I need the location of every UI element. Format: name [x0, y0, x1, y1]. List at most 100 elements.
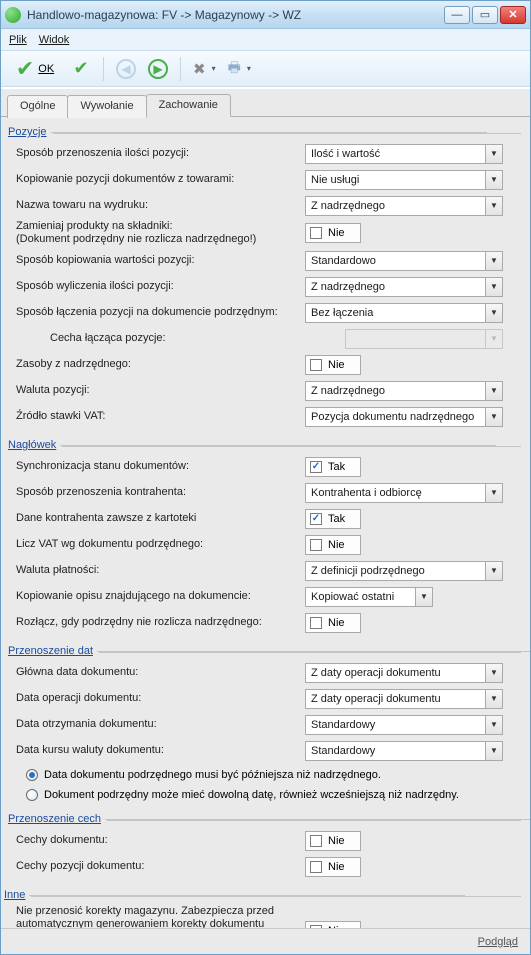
select-sposob-laczenia[interactable]: Bez łączenia▼ — [305, 303, 503, 323]
label-sync-stanu: Synchronizacja stanu dokumentów: — [10, 460, 305, 473]
select-waluta-platnosci[interactable]: Z definicji podrzędnego▼ — [305, 561, 503, 581]
select-data-operacji[interactable]: Z daty operacji dokumentu▼ — [305, 689, 503, 709]
label-glowna-data: Główna data dokumentu: — [10, 666, 305, 679]
titlebar: Handlowo-magazynowa: FV -> Magazynowy ->… — [1, 1, 530, 29]
check-zasoby[interactable]: Nie — [305, 355, 361, 375]
group-cechy-label[interactable]: Przenoszenie cech — [8, 813, 101, 825]
radio-dowolna[interactable]: Dokument podrzędny może mieć dowolną dat… — [10, 785, 521, 805]
close-button[interactable]: ✕ — [500, 6, 526, 24]
radio-icon — [26, 789, 38, 801]
label-sposob-laczenia: Sposób łączenia pozycji na dokumencie po… — [10, 306, 305, 319]
app-icon — [5, 7, 21, 23]
check-cechy-pozycji[interactable]: Nie — [305, 857, 361, 877]
check-inne[interactable]: Nie — [305, 921, 361, 928]
check-licz-vat[interactable]: Nie — [305, 535, 361, 555]
back-button[interactable]: ◀ — [112, 55, 140, 83]
select-glowna-data[interactable]: Z daty operacji dokumentu▼ — [305, 663, 503, 683]
select-zrodlo-vat[interactable]: Pozycja dokumentu nadrzędnego▼ — [305, 407, 503, 427]
label-inne: Nie przenosić korekty magazynu. Zabezpie… — [10, 905, 305, 928]
arrow-left-icon: ◀ — [116, 59, 136, 79]
group-inne-label[interactable]: Inne — [4, 889, 25, 901]
select-sposob-ilosci[interactable]: Ilość i wartość▼ — [305, 144, 503, 164]
select-data-otrzymania[interactable]: Standardowy▼ — [305, 715, 503, 735]
label-waluta-platnosci: Waluta płatności: — [10, 564, 305, 577]
group-daty: Przenoszenie dat Główna data dokumentu: … — [9, 642, 522, 806]
check-zamieniaj[interactable]: Nie — [305, 223, 361, 243]
select-kopiowanie-opisu[interactable]: Kopiować ostatni▼ — [305, 587, 433, 607]
ok-label: OK — [38, 63, 54, 75]
group-pozycje: Pozycje Sposób przenoszenia ilości pozyc… — [9, 123, 522, 432]
select-kopiowanie-pozycji[interactable]: Nie usługi▼ — [305, 170, 503, 190]
group-cechy: Przenoszenie cech Cechy dokumentu: Nie C… — [9, 810, 522, 882]
label-zasoby: Zasoby z nadrzędnego: — [10, 358, 305, 371]
chevron-down-icon: ▾ — [247, 64, 251, 73]
group-daty-label[interactable]: Przenoszenie dat — [8, 645, 93, 657]
print-button[interactable]: 🖶 ▾ — [224, 55, 255, 83]
footer: Podgląd — [1, 928, 530, 954]
select-waluta-pozycji[interactable]: Z nadrzędnego▼ — [305, 381, 503, 401]
ok-button[interactable]: ✔ OK — [7, 55, 63, 83]
app-window: Handlowo-magazynowa: FV -> Magazynowy ->… — [0, 0, 531, 955]
tab-content: Pozycje Sposób przenoszenia ilości pozyc… — [1, 116, 530, 928]
check-sync-stanu[interactable]: Tak — [305, 457, 361, 477]
apply-button[interactable]: ✔ — [67, 55, 95, 83]
menu-plik[interactable]: Plik — [9, 34, 27, 46]
select-sposob-wartosci[interactable]: Standardowo▼ — [305, 251, 503, 271]
label-waluta-pozycji: Waluta pozycji: — [10, 384, 305, 397]
select-nazwa-towaru[interactable]: Z nadrzędnego▼ — [305, 196, 503, 216]
label-sposob-wyl-ilosci: Sposób wyliczenia ilości pozycji: — [10, 280, 305, 293]
label-data-kursu: Data kursu waluty dokumentu: — [10, 744, 305, 757]
forward-button[interactable]: ▶ — [144, 55, 172, 83]
group-pozycje-label[interactable]: Pozycje — [8, 126, 47, 138]
label-kopiowanie-pozycji: Kopiowanie pozycji dokumentów z towarami… — [10, 173, 305, 186]
label-zamieniaj: Zamieniaj produkty na składniki: (Dokume… — [10, 220, 305, 246]
podglad-link[interactable]: Podgląd — [478, 936, 518, 948]
select-sposob-wyl-ilosci[interactable]: Z nadrzędnego▼ — [305, 277, 503, 297]
printer-icon: 🖶 — [228, 57, 241, 81]
check-small-icon: ✔ — [73, 58, 88, 79]
label-sposob-wartosci: Sposób kopiowania wartości pozycji: — [10, 254, 305, 267]
toolbar-sep-1 — [103, 57, 104, 81]
label-cechy-pozycji: Cechy pozycji dokumentu: — [10, 860, 305, 873]
group-inne: Inne Nie przenosić korekty magazynu. Zab… — [9, 886, 522, 928]
tab-zachowanie[interactable]: Zachowanie — [146, 94, 231, 117]
label-dane-kontrahenta: Dane kontrahenta zawsze z kartoteki — [10, 512, 305, 525]
radio-dowolna-label: Dokument podrzędny może mieć dowolną dat… — [44, 789, 459, 801]
select-sposob-kontrahenta[interactable]: Kontrahenta i odbiorcę▼ — [305, 483, 503, 503]
label-licz-vat: Licz VAT wg dokumentu podrzędnego: — [10, 538, 305, 551]
radio-pozniejsza-label: Data dokumentu podrzędnego musi być późn… — [44, 769, 381, 781]
radio-pozniejsza[interactable]: Data dokumentu podrzędnego musi być późn… — [10, 765, 521, 785]
select-cecha-laczaca: ▼ — [345, 329, 503, 349]
toolbar-sep-2 — [180, 57, 181, 81]
label-data-otrzymania: Data otrzymania dokumentu: — [10, 718, 305, 731]
maximize-button[interactable]: ▭ — [472, 6, 498, 24]
group-naglowek-label[interactable]: Nagłówek — [8, 439, 56, 451]
select-data-kursu[interactable]: Standardowy▼ — [305, 741, 503, 761]
check-cechy-dokumentu[interactable]: Nie — [305, 831, 361, 851]
tools-icon: ✖ — [193, 60, 206, 78]
chevron-down-icon: ▾ — [212, 64, 216, 73]
arrow-right-icon: ▶ — [148, 59, 168, 79]
menu-widok[interactable]: Widok — [39, 34, 70, 46]
label-rozlacz: Rozłącz, gdy podrzędny nie rozlicza nadr… — [10, 616, 305, 629]
label-cecha-laczaca: Cecha łącząca pozycje: — [10, 332, 305, 345]
check-rozlacz[interactable]: Nie — [305, 613, 361, 633]
menubar: Plik Widok — [1, 29, 530, 51]
tab-ogolne[interactable]: Ogólne — [7, 95, 68, 118]
label-sposob-ilosci: Sposób przenoszenia ilości pozycji: — [10, 147, 305, 160]
tab-wywolanie[interactable]: Wywołanie — [67, 95, 146, 118]
label-kopiowanie-opisu: Kopiowanie opisu znajdującego na dokumen… — [10, 590, 305, 603]
minimize-button[interactable]: — — [444, 6, 470, 24]
label-nazwa-towaru: Nazwa towaru na wydruku: — [10, 199, 305, 212]
label-data-operacji: Data operacji dokumentu: — [10, 692, 305, 705]
check-icon: ✔ — [16, 56, 34, 82]
label-sposob-kontrahenta: Sposób przenoszenia kontrahenta: — [10, 486, 305, 499]
tab-strip: Ogólne Wywołanie Zachowanie — [1, 89, 530, 116]
tools-button[interactable]: ✖ ▾ — [189, 55, 220, 83]
check-dane-kontrahenta[interactable]: Tak — [305, 509, 361, 529]
window-title: Handlowo-magazynowa: FV -> Magazynowy ->… — [27, 8, 444, 22]
label-cechy-dokumentu: Cechy dokumentu: — [10, 834, 305, 847]
toolbar: ✔ OK ✔ ◀ ▶ ✖ ▾ 🖶 ▾ — [1, 51, 530, 87]
label-zrodlo-vat: Źródło stawki VAT: — [10, 410, 305, 423]
group-naglowek: Nagłówek Synchronizacja stanu dokumentów… — [9, 436, 522, 638]
